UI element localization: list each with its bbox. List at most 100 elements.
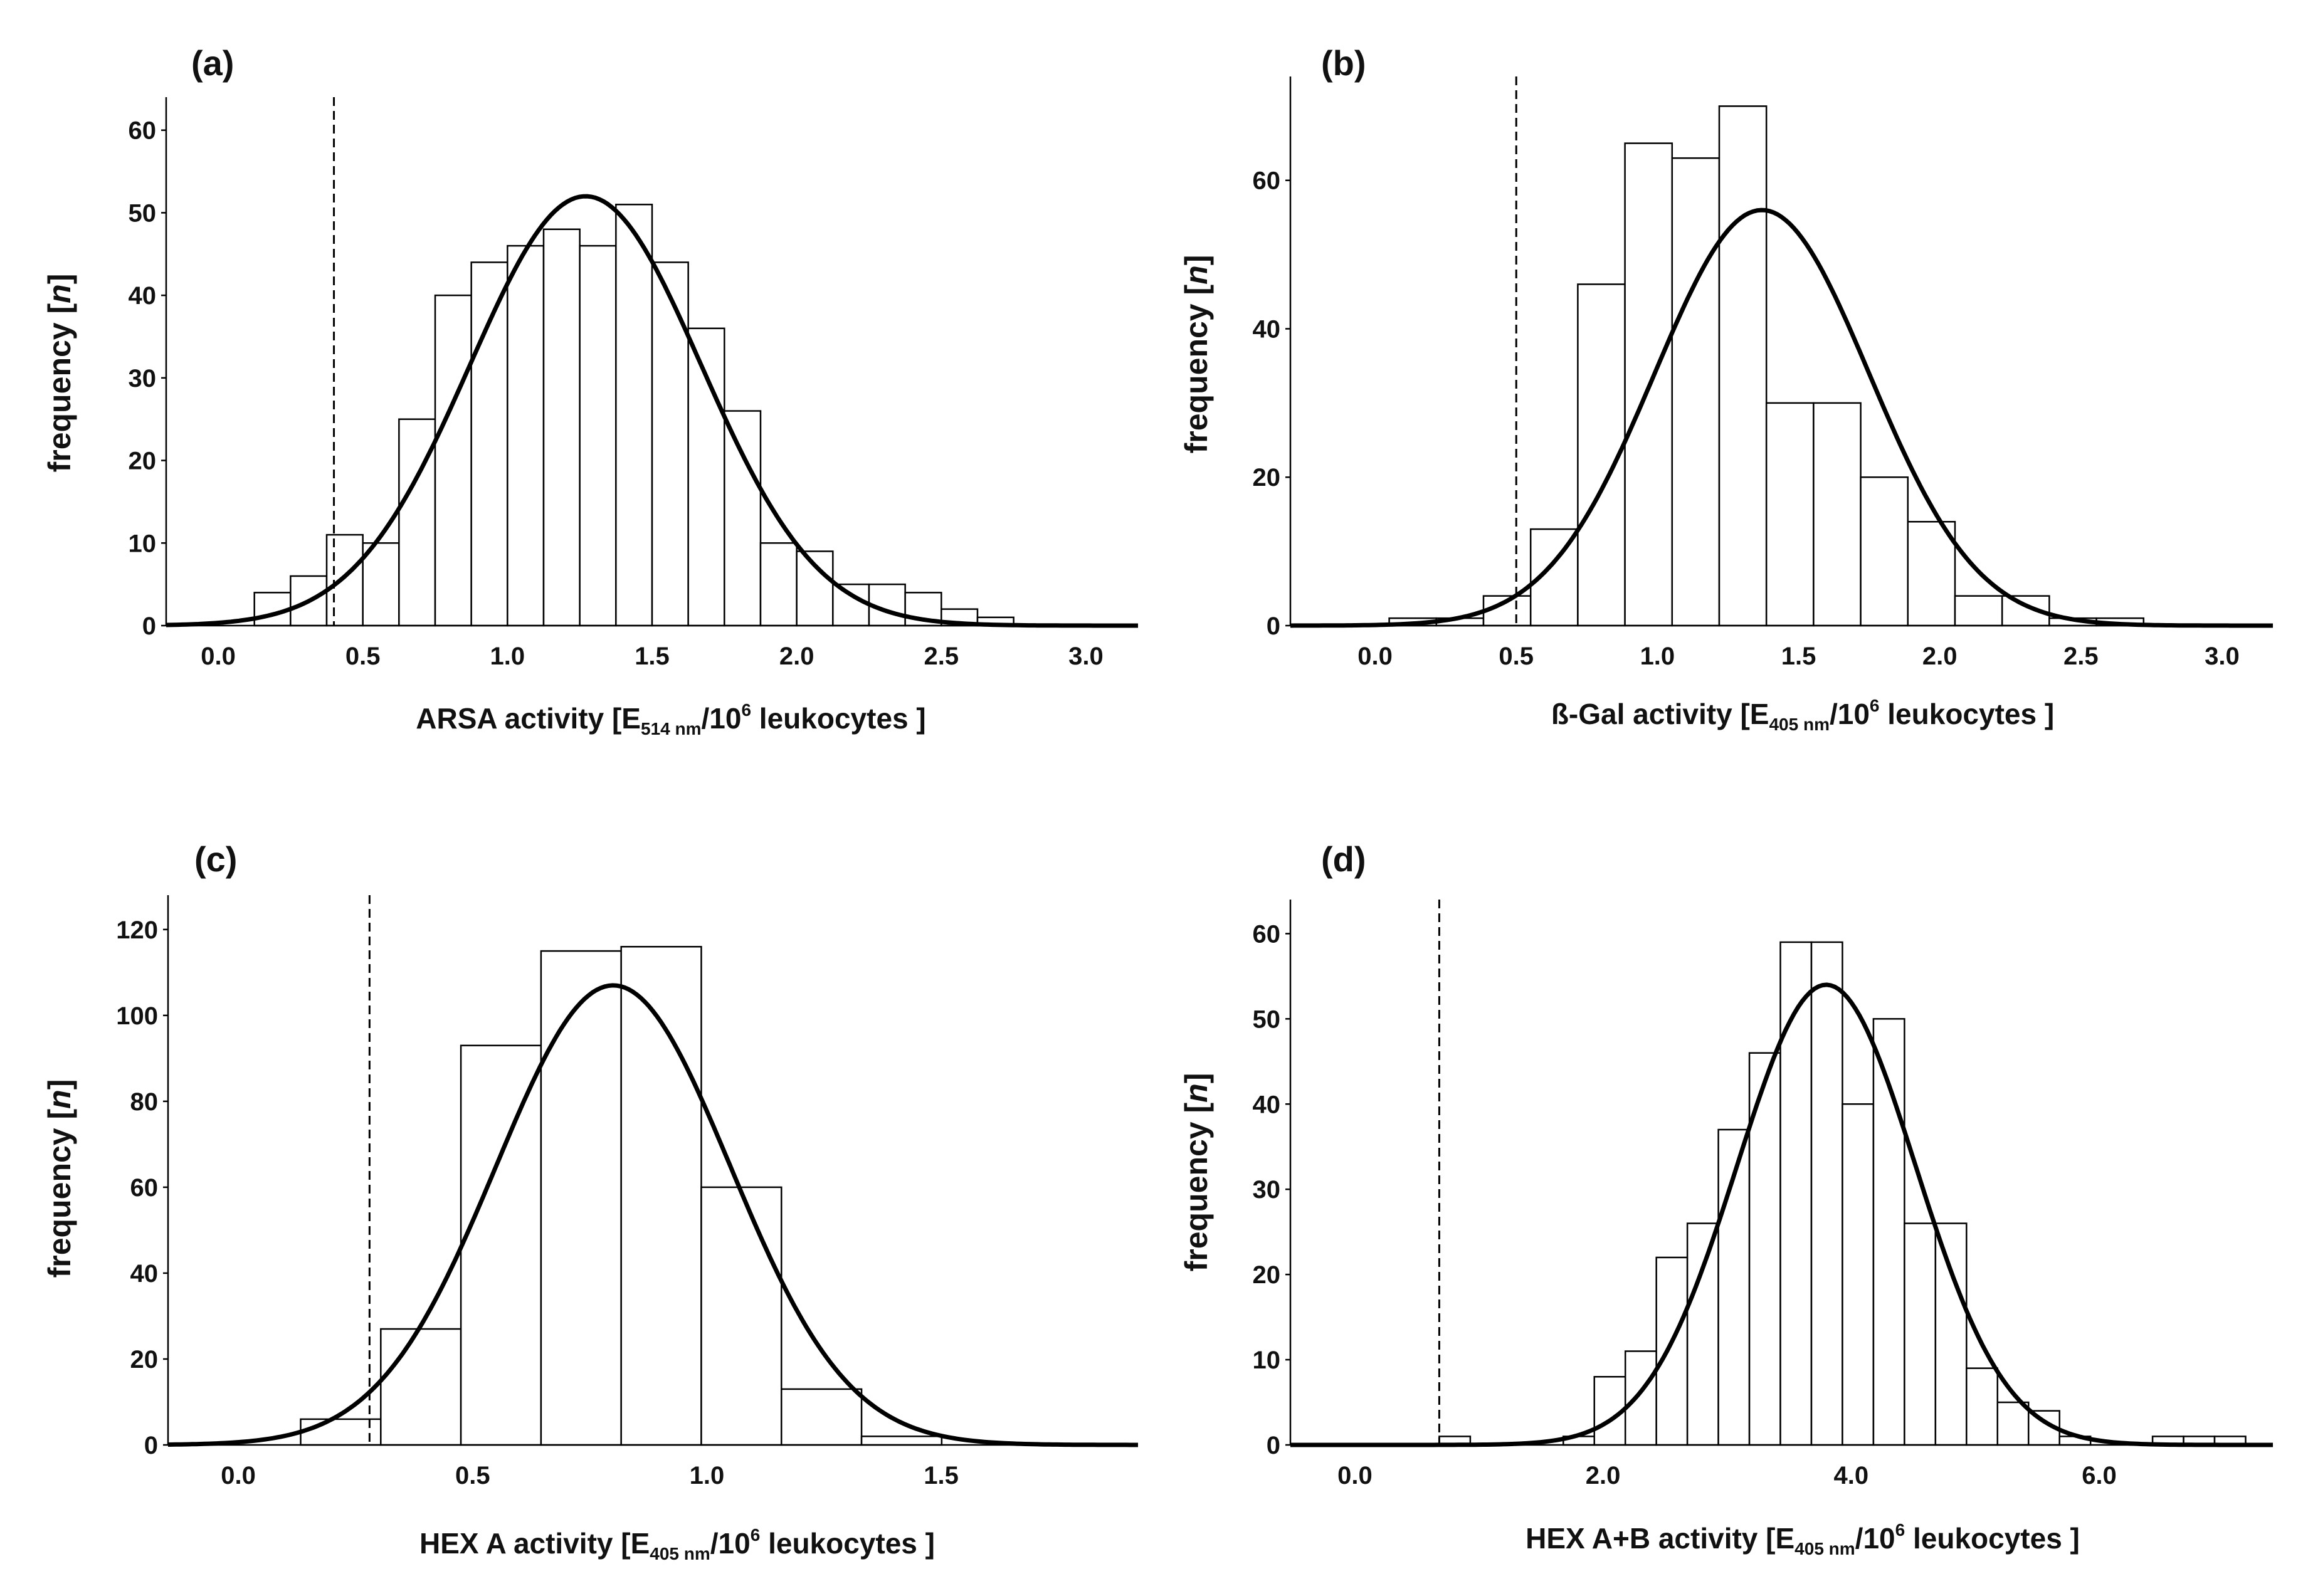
panel-b-letter: (b) bbox=[1321, 43, 1366, 83]
panel-c-y-tick-label-3: 60 bbox=[130, 1174, 159, 1202]
panel-c-y-axis-label: frequency [n] bbox=[42, 1079, 77, 1278]
panel-a-bar-14 bbox=[759, 542, 798, 627]
panel-b-x-tick-label-1: 0.5 bbox=[1499, 643, 1534, 670]
panel-c-bar-7 bbox=[860, 1436, 943, 1446]
panel-d-plot-area: 0 10 20 30 40 50 60 0.0 2.0 4.0 6.0 bbox=[1253, 900, 2273, 1489]
panel-a-bar-13 bbox=[724, 410, 762, 627]
panel-b-bar-8 bbox=[1765, 402, 1815, 627]
panel-d-bar-5 bbox=[1686, 1222, 1719, 1446]
panel-a-bar-17 bbox=[868, 583, 906, 627]
panel-a-x-tick-label-0: 0.0 bbox=[201, 643, 236, 670]
panel-d-bar-12 bbox=[1904, 1222, 1937, 1446]
panel-c-y-tick-label-0: 0 bbox=[144, 1432, 158, 1459]
panel-a-bar-3 bbox=[362, 542, 400, 627]
panel-c-y-tick-label-5: 100 bbox=[116, 1002, 158, 1030]
panel-d-bar-14 bbox=[1966, 1367, 1999, 1446]
panel-c-y-tick-label-1: 20 bbox=[130, 1346, 159, 1373]
panel-d-y-tick-label-1: 10 bbox=[1253, 1347, 1281, 1374]
panel-c-x-tick-label-0: 0.0 bbox=[221, 1462, 256, 1489]
panel-b-bar-11 bbox=[1907, 521, 1956, 627]
panel-a-normal-curve bbox=[166, 194, 1138, 628]
panel-d-bar-13 bbox=[1934, 1222, 1968, 1446]
panel-a-x-tick-label-4: 2.0 bbox=[779, 643, 814, 670]
panel-b-x-axis-label: ß-Gal activity [E405 nm/106 leukocytes ] bbox=[1551, 696, 2054, 734]
panel-c-hex-a-histogram: (c) 0 20 40 60 80 100 120 0.0 0.5 1.0 1.5 frequenc… bbox=[42, 839, 1138, 1563]
panel-b-x-tick-label-4: 2.0 bbox=[1922, 643, 1958, 670]
panel-c-bar-2 bbox=[460, 1044, 542, 1446]
panel-a-x-axis-label: ARSA activity [E514 nm/106 leukocytes ] bbox=[416, 700, 925, 738]
panel-c-bar-3 bbox=[540, 950, 622, 1446]
panel-d-y-tick-label-5: 50 bbox=[1253, 1005, 1281, 1033]
panel-a-bar-10 bbox=[615, 203, 653, 627]
panel-c-bar-6 bbox=[781, 1388, 863, 1446]
panel-a-bar-2 bbox=[325, 533, 364, 627]
panel-b-x-tick-label-0: 0.0 bbox=[1357, 643, 1393, 670]
panel-a-x-tick-label-5: 2.5 bbox=[924, 643, 959, 670]
panel-d-x-tick-label-3: 6.0 bbox=[2082, 1462, 2117, 1489]
panel-c-normal-curve bbox=[167, 983, 1138, 1447]
panel-b-y-tick-label-3: 60 bbox=[1253, 167, 1281, 195]
panel-b-y-tick-label-1: 20 bbox=[1253, 464, 1281, 491]
panel-c-x-tick-label-2: 1.0 bbox=[690, 1462, 725, 1489]
panel-c-bar-1 bbox=[380, 1328, 462, 1446]
panel-d-bar-9 bbox=[1810, 941, 1843, 1446]
panel-a-bar-8 bbox=[542, 228, 581, 627]
panel-b-y-tick-label-2: 40 bbox=[1253, 315, 1281, 343]
panel-c-letter: (c) bbox=[194, 839, 237, 879]
panel-d-y-tick-label-0: 0 bbox=[1267, 1432, 1280, 1459]
panel-d-y-tick-label-4: 40 bbox=[1253, 1091, 1281, 1118]
panel-a-x-tick-label-1: 0.5 bbox=[345, 643, 381, 670]
panel-a-x-tick-label-3: 1.5 bbox=[635, 643, 670, 670]
panel-d-bar-8 bbox=[1779, 941, 1813, 1446]
panel-d-y-tick-label-3: 30 bbox=[1253, 1176, 1281, 1204]
panel-d-bar-10 bbox=[1842, 1103, 1875, 1446]
panel-a-letter: (a) bbox=[191, 43, 234, 83]
panel-a-x-tick-label-6: 3.0 bbox=[1068, 643, 1104, 670]
panel-a-y-tick-label-0: 0 bbox=[142, 612, 156, 640]
panel-d-y-tick-label-6: 60 bbox=[1253, 920, 1281, 948]
panel-c-bar-5 bbox=[700, 1186, 783, 1446]
panel-d-x-tick-label-0: 0.0 bbox=[1337, 1462, 1373, 1489]
panel-c-y-tick-label-2: 40 bbox=[130, 1260, 159, 1288]
panel-a-y-tick-label-5: 50 bbox=[129, 199, 157, 227]
panel-a-y-tick-label-2: 20 bbox=[129, 448, 157, 475]
panel-d-letter: (d) bbox=[1321, 839, 1366, 879]
panel-b-bar-9 bbox=[1813, 402, 1862, 627]
panel-b-normal-curve bbox=[1290, 207, 2273, 628]
panel-b-x-tick-label-2: 1.0 bbox=[1640, 643, 1675, 670]
panel-b-bar-6 bbox=[1671, 157, 1721, 627]
panel-a-bar-16 bbox=[832, 583, 870, 627]
panel-b-bar-7 bbox=[1718, 105, 1768, 627]
panel-d-hex-ab-histogram: (d) 0 10 20 30 40 50 60 0.0 2.0 4.0 6.0 frequency … bbox=[1179, 839, 2273, 1558]
panel-b-y-axis-label: frequency [n] bbox=[1179, 255, 1214, 454]
panel-a-bar-11 bbox=[651, 261, 689, 627]
panel-b-plot-area: 0 20 40 60 0.0 0.5 1.0 1.5 2.0 2.5 3.0 bbox=[1253, 76, 2273, 670]
panel-d-bar-3 bbox=[1624, 1350, 1657, 1446]
panel-b-y-tick-label-0: 0 bbox=[1267, 612, 1280, 640]
panel-c-y-tick-label-6: 120 bbox=[116, 916, 158, 944]
panel-a-bar-7 bbox=[507, 244, 545, 627]
panel-d-x-axis-label: HEX A+B activity [E405 nm/106 leukocytes… bbox=[1526, 1520, 2080, 1558]
panel-a-y-axis-label: frequency [n] bbox=[42, 274, 77, 473]
panel-d-bar-15 bbox=[1996, 1401, 2030, 1446]
panel-b-bar-10 bbox=[1860, 476, 1909, 627]
panel-b-x-tick-label-6: 3.0 bbox=[2205, 643, 2240, 670]
panel-d-y-axis-label: frequency [n] bbox=[1179, 1073, 1214, 1272]
panel-b-bar-12 bbox=[1954, 595, 2003, 627]
panel-a-y-tick-label-1: 10 bbox=[129, 530, 157, 557]
panel-a-x-tick-label-2: 1.0 bbox=[490, 643, 525, 670]
panel-a-bar-5 bbox=[434, 294, 472, 627]
panel-a-y-tick-label-3: 30 bbox=[129, 365, 157, 392]
panel-a-bar-9 bbox=[579, 244, 617, 627]
panel-c-y-tick-label-4: 80 bbox=[130, 1088, 159, 1116]
panel-b-x-tick-label-3: 1.5 bbox=[1781, 643, 1816, 670]
panel-d-bar-4 bbox=[1655, 1256, 1689, 1446]
panel-c-x-tick-label-1: 0.5 bbox=[455, 1462, 490, 1489]
panel-c-plot-area: 0 20 40 60 80 100 120 0.0 0.5 1.0 1.5 bbox=[116, 895, 1138, 1489]
panel-a-y-tick-label-4: 40 bbox=[129, 282, 157, 310]
panel-c-bar-4 bbox=[620, 945, 702, 1446]
panel-c-x-axis-label: HEX A activity [E405 nm/106 leukocytes ] bbox=[419, 1525, 935, 1563]
panel-c-x-tick-label-3: 1.5 bbox=[924, 1462, 959, 1489]
panel-b-x-tick-label-5: 2.5 bbox=[2063, 643, 2099, 670]
